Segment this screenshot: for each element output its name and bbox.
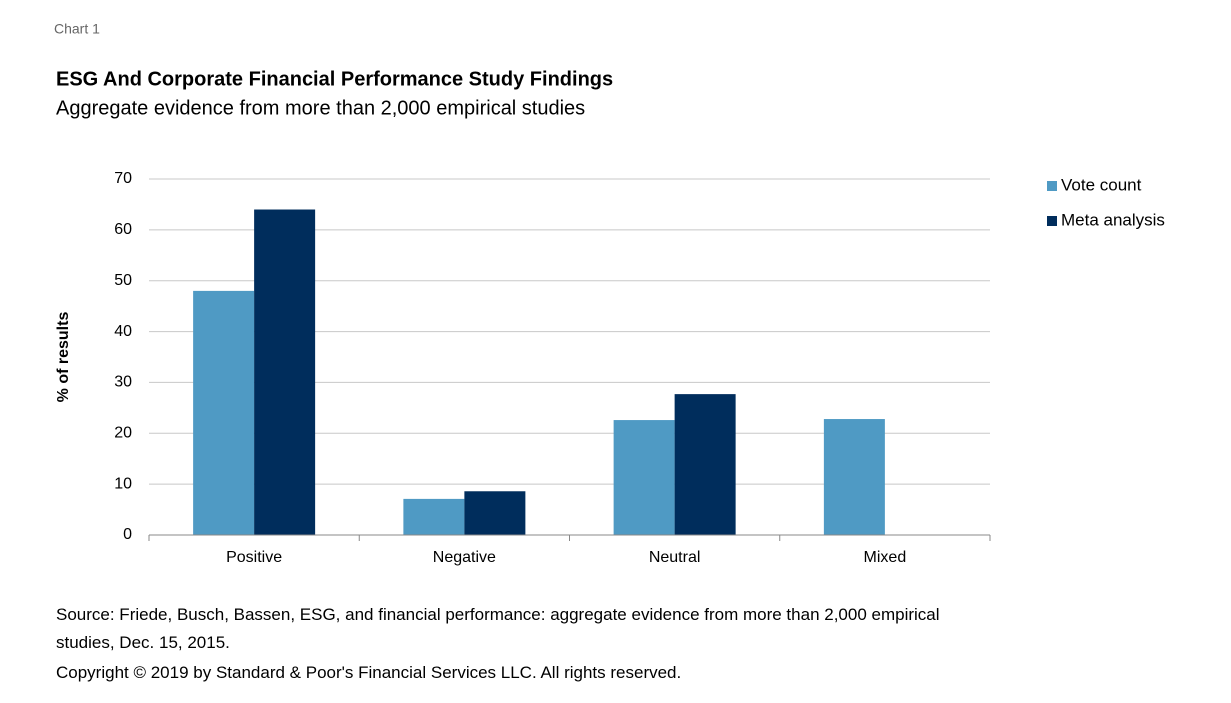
source: Source: Friede, Busch, Bassen, ESG, and … [56,605,940,652]
x-tick-label: Neutral [649,549,701,566]
y-axis-label: % of results [55,312,72,403]
chart-subtitle: Aggregate evidence from more than 2,000 … [56,97,585,119]
bar [464,491,526,535]
y-tick-label: 30 [114,374,132,391]
legend-label: Vote count [1061,175,1142,194]
y-tick-label: 50 [114,272,132,289]
y-tick-label: 60 [114,221,132,238]
y-tick-label: 20 [114,425,132,442]
bar [403,498,465,535]
copyright: Copyright © 2019 by Standard & Poor's Fi… [56,663,682,682]
legend-label: Meta analysis [1061,210,1165,229]
bar [613,420,675,535]
y-tick-label: 0 [123,526,132,543]
bar [254,209,316,535]
chart-title: ESG And Corporate Financial Performance … [56,68,613,90]
y-tick-label: 10 [114,475,132,492]
legend-swatch [1047,216,1057,226]
x-tick-label: Positive [226,549,282,566]
x-tick-label: Mixed [864,549,907,566]
chart-label: Chart 1 [54,21,100,37]
bar [193,290,255,535]
x-tick-label: Negative [433,549,496,566]
y-tick-label: 40 [114,323,132,340]
bar [823,419,885,535]
bar [674,394,736,535]
legend-swatch [1047,181,1057,191]
y-tick-label: 70 [114,170,132,187]
